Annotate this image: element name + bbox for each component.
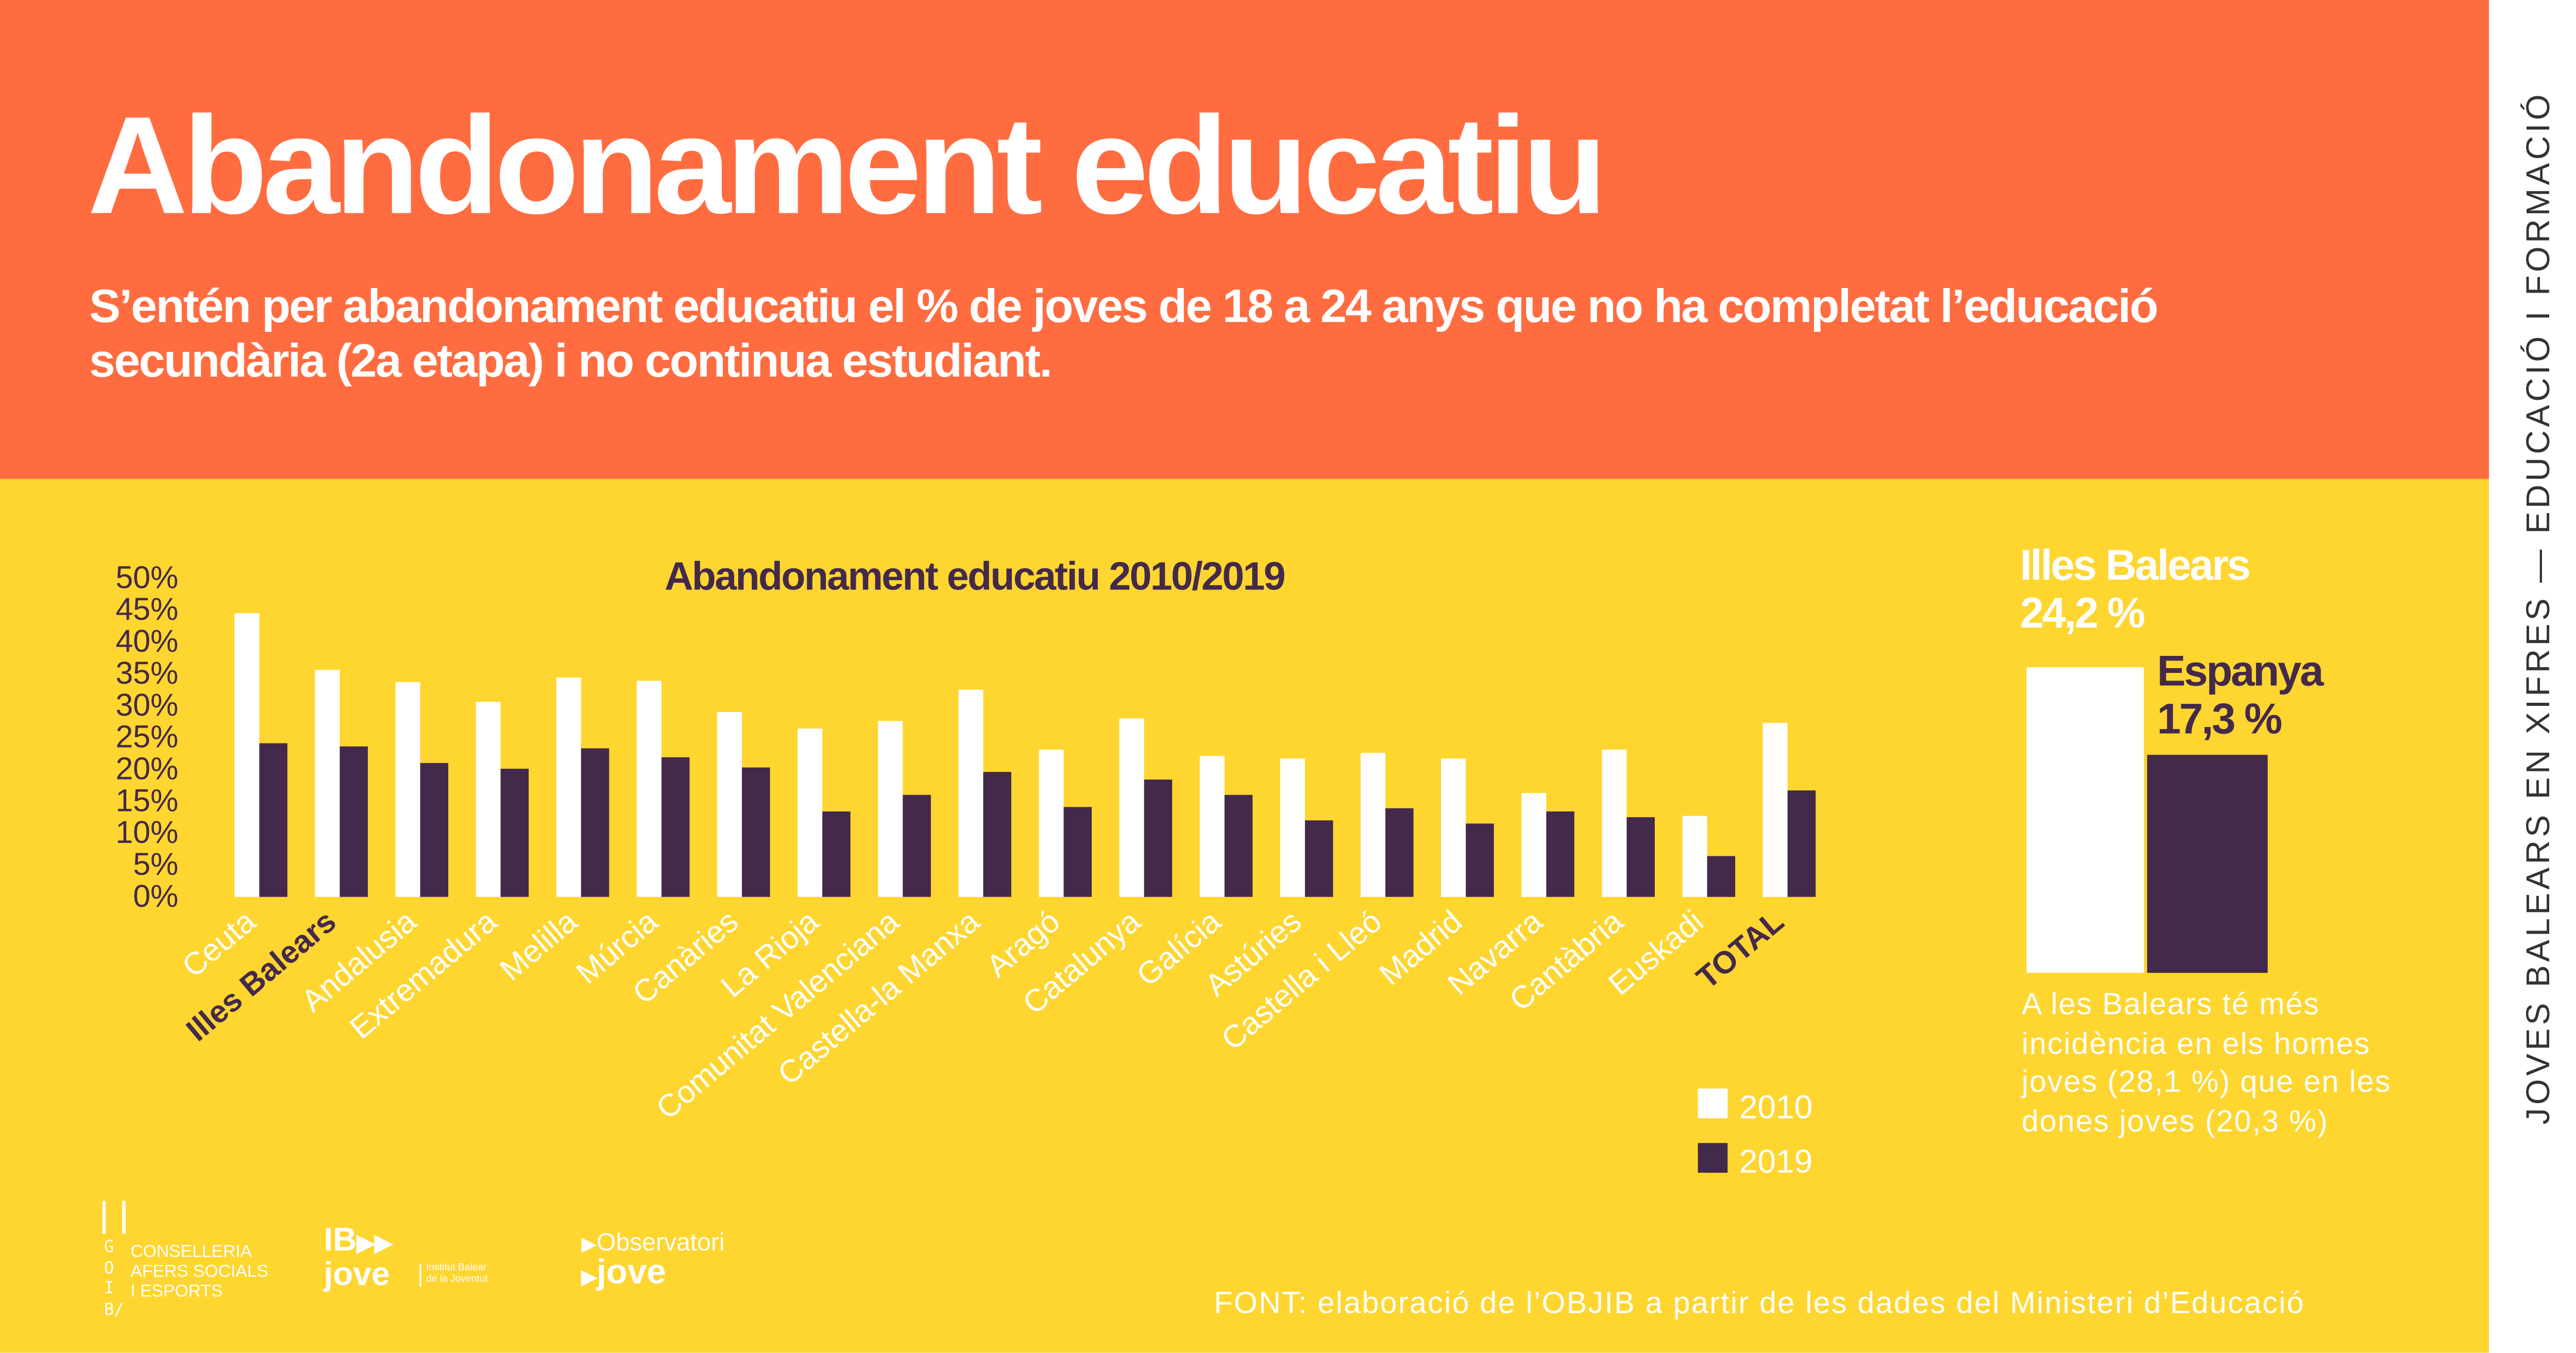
bar-2019: [983, 772, 1011, 897]
side-strip: [2489, 0, 2576, 1353]
ibjove-mark: IB: [324, 1222, 357, 1259]
y-axis: 0%5%10%15%20%25%30%35%40%45%50%: [115, 560, 178, 914]
bar-2019: [581, 748, 609, 897]
bar-2010: [1441, 758, 1466, 897]
bar-2019: [742, 767, 770, 897]
comparison-label-espanya: Espanya: [2157, 646, 2324, 696]
y-tick-label: 15%: [115, 783, 178, 818]
page-title: Abandonament educatiu: [87, 87, 1607, 243]
play-arrows-icon: ▶▶: [357, 1229, 393, 1256]
bar-2019: [1466, 823, 1494, 897]
header-banner: Abandonament educatiu S’entén per abando…: [0, 0, 2489, 479]
chart-title: Abandonament educatiu 2010/2019: [665, 554, 1284, 598]
bar-2010: [1682, 816, 1707, 897]
bar-2010: [1119, 718, 1144, 897]
bar-2019: [259, 743, 287, 897]
y-tick-label: 40%: [115, 623, 178, 658]
legend: 2010 2019: [1698, 1088, 1813, 1180]
bar-2019: [1626, 817, 1655, 897]
bar-2010: [1602, 749, 1627, 897]
y-tick-label: 25%: [115, 719, 178, 754]
y-tick-label: 10%: [115, 815, 178, 850]
bar-2010: [1762, 722, 1788, 897]
y-tick-label: 30%: [115, 687, 178, 722]
bar-2019: [420, 763, 449, 897]
bar-chart: Abandonament educatiu 2010/2019 0%5%10%1…: [115, 554, 1816, 1180]
legend-swatch-2010: [1698, 1088, 1728, 1119]
comparison-bar-espanya: [2147, 754, 2268, 973]
legend-swatch-2019: [1698, 1143, 1728, 1173]
bar-2010: [476, 702, 501, 897]
ibjove-logo: IB▶▶ jove: [324, 1224, 392, 1291]
bar-2010: [1039, 749, 1064, 897]
y-tick-label: 50%: [115, 560, 178, 595]
bar-2010: [798, 729, 823, 897]
bar-2019: [822, 811, 851, 897]
bar-2010: [1280, 758, 1305, 897]
y-tick-label: 35%: [115, 655, 178, 690]
bar-2019: [1707, 856, 1736, 897]
x-tick-label: Melilla: [493, 903, 584, 987]
bar-2019: [340, 746, 368, 897]
bar-2019: [903, 794, 931, 897]
bar-2010: [636, 681, 662, 897]
observatori-word: Observatori: [597, 1229, 725, 1257]
observatori-jove-logo: ▶Observatori ▶jove: [581, 1230, 724, 1293]
comparison-bar-balears: [2026, 667, 2144, 973]
conselleria-line: AFERS SOCIALS: [130, 1262, 268, 1282]
bar-2010: [878, 721, 903, 897]
bar-2010: [315, 670, 340, 897]
bar-2019: [1224, 794, 1253, 897]
ibjove-caption-line: de la Joventut: [426, 1275, 488, 1286]
ibjove-word: jove: [324, 1257, 390, 1294]
comparison-value-espanya: 17,3 %: [2157, 694, 2282, 743]
play-icon: ▶: [581, 1265, 597, 1289]
y-tick-label: 0%: [133, 878, 178, 914]
comparison-note: A les Balears té més incidència en els h…: [2021, 986, 2392, 1138]
bar-2019: [1144, 780, 1173, 897]
bars: [234, 613, 1816, 897]
bar-2019: [1063, 807, 1092, 897]
bar-2019: [661, 757, 690, 897]
bar-2019: [1546, 811, 1574, 897]
bar-2010: [1199, 756, 1225, 897]
bar-2010: [556, 678, 581, 897]
legend-label-2019: 2019: [1739, 1143, 1813, 1180]
conselleria-line: I ESPORTS: [130, 1281, 223, 1302]
bar-2010: [395, 682, 420, 897]
bar-2019: [1385, 808, 1414, 897]
y-tick-label: 45%: [115, 591, 178, 627]
goib-letters: GOIB/: [104, 1239, 124, 1319]
ibjove-caption: Institut Balear de la Joventut: [419, 1263, 488, 1287]
y-tick-label: 20%: [115, 751, 178, 786]
legend-label-2010: 2010: [1739, 1088, 1813, 1125]
bar-2010: [958, 689, 984, 897]
comparison-value-balears: 24,2 %: [2020, 588, 2145, 638]
bar-2019: [1304, 820, 1333, 897]
bar-2019: [500, 769, 529, 897]
jove-word: jove: [597, 1254, 666, 1292]
side-strip-label: JOVES BALEARS EN XIFRES — EDUCACIÓ I FOR…: [2521, 91, 2558, 1125]
bar-2019: [1787, 790, 1816, 897]
y-tick-label: 5%: [133, 847, 178, 882]
x-tick-label: TOTAL: [1690, 903, 1790, 995]
bar-2010: [234, 613, 260, 897]
goib-emblem-icon: [102, 1200, 126, 1234]
play-icon: ▶: [581, 1232, 597, 1256]
bar-2010: [1521, 793, 1547, 897]
comparison-label-balears: Illes Balears: [2020, 540, 2251, 590]
page-subtitle: S’entén per abandonament educatiu el % d…: [89, 280, 2158, 388]
conselleria-logo: CONSELLERIA AFERS SOCIALS I ESPORTS: [130, 1242, 268, 1301]
conselleria-line: CONSELLERIA: [130, 1242, 252, 1262]
bar-2010: [1360, 753, 1386, 897]
bar-2010: [717, 712, 742, 897]
source-note: FONT: elaboració de l’OBJIB a partir de …: [1214, 1285, 2305, 1320]
ibjove-caption-line: Institut Balear: [426, 1263, 487, 1274]
